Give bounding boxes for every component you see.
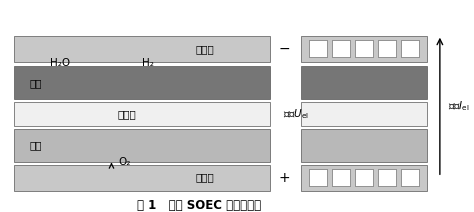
Bar <box>401 40 419 57</box>
Bar <box>14 66 270 99</box>
Bar <box>301 36 427 62</box>
Bar <box>301 165 427 191</box>
Text: +: + <box>279 171 291 185</box>
Bar <box>378 169 396 186</box>
Bar <box>14 165 270 191</box>
Text: 图 1   高温 SOEC 原理示意图: 图 1 高温 SOEC 原理示意图 <box>137 199 261 212</box>
Text: −: − <box>279 42 291 56</box>
Bar <box>301 66 427 99</box>
Bar <box>14 129 270 162</box>
Bar <box>378 40 396 57</box>
Text: H₂: H₂ <box>142 58 154 68</box>
Bar <box>331 40 350 57</box>
Bar <box>309 40 327 57</box>
Text: 阴极: 阴极 <box>29 78 42 88</box>
Bar <box>331 169 350 186</box>
Bar <box>301 102 427 126</box>
Bar <box>309 169 327 186</box>
Bar <box>355 169 373 186</box>
Bar <box>301 129 427 162</box>
Bar <box>401 169 419 186</box>
Text: 连接体: 连接体 <box>195 44 214 54</box>
Text: O₂: O₂ <box>118 157 131 167</box>
Text: 连接体: 连接体 <box>195 173 214 183</box>
Text: 电解质: 电解质 <box>118 109 136 119</box>
Text: 阳极: 阳极 <box>29 140 42 151</box>
Text: 电压$U_\mathrm{el}$: 电压$U_\mathrm{el}$ <box>283 107 310 121</box>
Text: H₂O: H₂O <box>50 58 71 68</box>
Bar <box>14 102 270 126</box>
Text: 电流$I_\mathrm{el}$: 电流$I_\mathrm{el}$ <box>448 99 470 113</box>
Bar <box>355 40 373 57</box>
Bar <box>14 36 270 62</box>
